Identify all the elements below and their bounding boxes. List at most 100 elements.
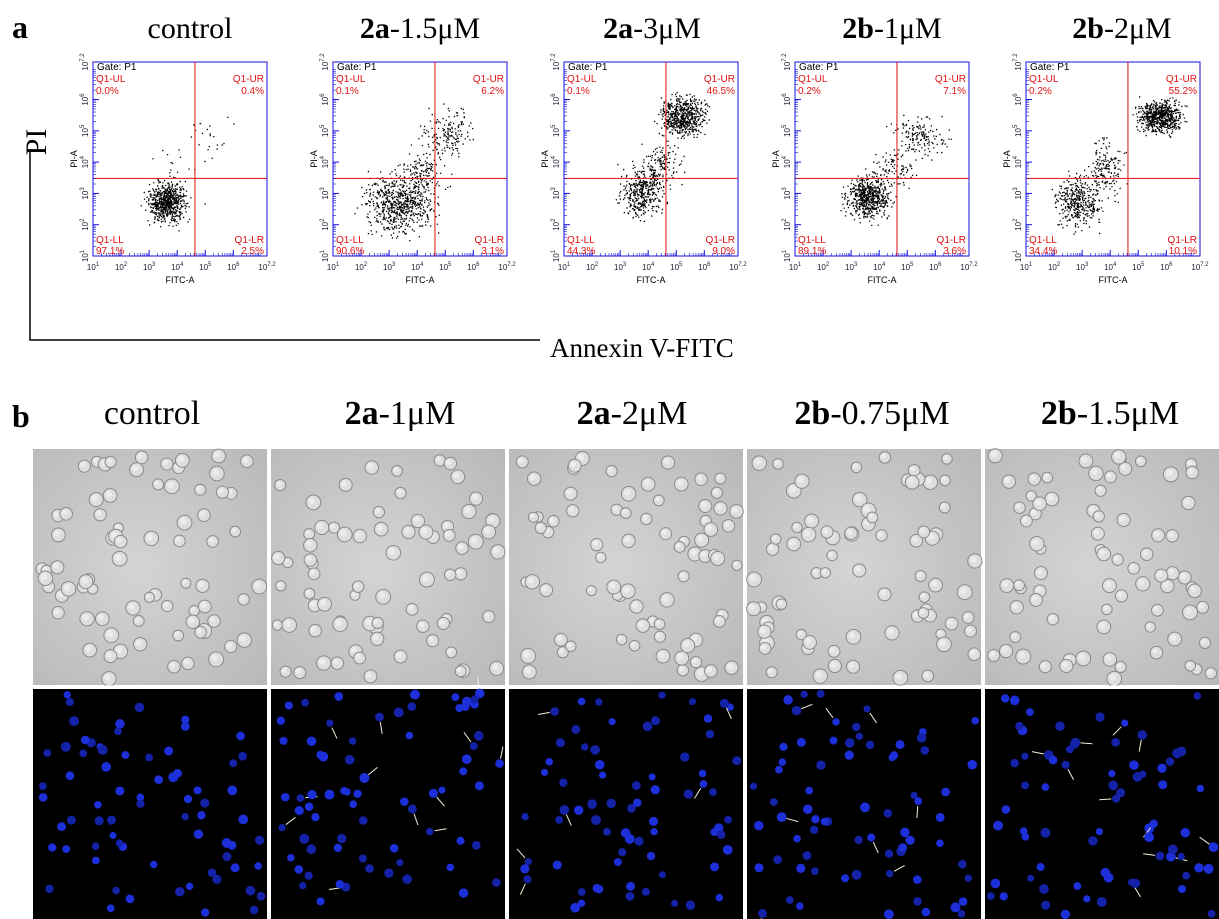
quadrant-value: 55.2% [1169, 86, 1197, 97]
tick-exp: 2 [1057, 262, 1061, 268]
x-tick-label: 105 [901, 262, 914, 272]
cell-highlight [377, 525, 383, 531]
nucleus [92, 842, 100, 850]
nucleus [545, 758, 553, 766]
tick-exp: 5 [80, 124, 86, 128]
y-tick-label: 101 [320, 249, 330, 262]
quadrant-name: Q1-UR [1166, 74, 1197, 85]
x-tick-label: 107.2 [960, 262, 978, 272]
cell-highlight [116, 537, 122, 543]
cell-highlight [296, 668, 301, 673]
nucleus [609, 718, 616, 725]
nucleus [595, 698, 602, 705]
nucleus [642, 888, 650, 896]
x-tick-label: 104 [411, 262, 424, 272]
nucleus [732, 756, 741, 765]
y-tick-label: 101 [551, 249, 561, 262]
nucleus [396, 859, 403, 866]
nucleus [1010, 696, 1020, 706]
nucleus [474, 731, 484, 741]
nucleus [886, 870, 893, 877]
tick-exp: 2 [551, 218, 557, 222]
cell-highlight [537, 524, 542, 529]
cell-highlight [1153, 606, 1158, 611]
tick-exp: 5 [448, 262, 452, 268]
x-tick-label: 104 [1104, 262, 1117, 272]
tick-exp: 3 [152, 262, 156, 268]
x-tick-label: 102 [586, 262, 599, 272]
nucleus [1049, 756, 1058, 765]
nucleus [407, 702, 416, 711]
fluorescence-image [747, 689, 981, 919]
cell-highlight [98, 614, 104, 620]
nucleus [671, 900, 678, 907]
panel-label: a [12, 9, 28, 45]
cell-highlight [917, 572, 922, 577]
tick-exp: 7.2 [1013, 53, 1019, 62]
quadrant-name: Q1-LL [96, 235, 124, 246]
nucleus [559, 805, 569, 815]
nucleus [803, 804, 812, 813]
cell-highlight [656, 620, 661, 625]
nucleus [81, 736, 90, 745]
nucleus [194, 786, 202, 794]
cell-highlight [484, 527, 490, 533]
nucleus [965, 875, 972, 882]
cell-highlight [188, 617, 194, 623]
y-tick-label: 101 [80, 249, 90, 262]
nucleus [408, 804, 417, 813]
cell-highlight [661, 529, 666, 534]
nucleus [578, 698, 586, 706]
cell-highlight [378, 592, 385, 599]
tick-exp: 7.2 [738, 262, 747, 268]
cell-highlight [471, 537, 478, 544]
tick-exp: 4 [651, 262, 655, 268]
cell-highlight [631, 642, 636, 647]
nucleus [783, 695, 793, 705]
nucleus [541, 769, 548, 776]
column-title: 2a-2μM [577, 395, 688, 432]
tick-exp: 1 [1029, 262, 1033, 268]
cell-highlight [54, 608, 60, 614]
nucleus [1131, 879, 1140, 888]
cell-highlight [970, 556, 976, 562]
cell-highlight [1027, 492, 1032, 497]
cell-highlight [642, 515, 647, 520]
cell-highlight [116, 647, 122, 653]
nucleus [325, 790, 335, 800]
cell-highlight [1105, 581, 1111, 587]
tick-exp: 6 [476, 262, 480, 268]
flow-plot: 101101102102103103104104105105106106107.… [540, 53, 747, 285]
x-axis-label: FITC-A [1099, 275, 1128, 285]
cell-highlight [1109, 674, 1116, 681]
tick-exp: 7.2 [551, 53, 557, 62]
nucleus [1026, 708, 1034, 716]
cell-highlight [1142, 550, 1148, 556]
quadrant-value: 97.1% [96, 246, 124, 257]
tick-exp: 7.2 [320, 53, 326, 62]
cell-highlight [282, 668, 287, 673]
cell-highlight [137, 453, 143, 459]
cell-highlight [697, 475, 703, 481]
cell-highlight [966, 627, 971, 632]
nucleus [1061, 910, 1070, 919]
cell-highlight [422, 575, 429, 582]
cell-highlight [436, 456, 441, 461]
cell-highlight [623, 586, 630, 593]
nucleus [900, 828, 909, 837]
cell-highlight [182, 579, 187, 584]
cell-highlight [793, 524, 798, 529]
x-tick-label: 107.2 [729, 262, 747, 272]
tick-exp: 2 [826, 262, 830, 268]
nucleus [1204, 864, 1214, 874]
cell-highlight [458, 544, 464, 550]
title-part: control [104, 395, 200, 432]
nucleus [1209, 842, 1219, 852]
nucleus [121, 751, 129, 759]
nucleus [770, 798, 778, 806]
nucleus [574, 805, 583, 814]
x-tick-label: 105 [670, 262, 683, 272]
cell-highlight [1180, 573, 1186, 579]
cell-highlight [523, 651, 530, 658]
y-tick-label: 106 [80, 93, 90, 106]
